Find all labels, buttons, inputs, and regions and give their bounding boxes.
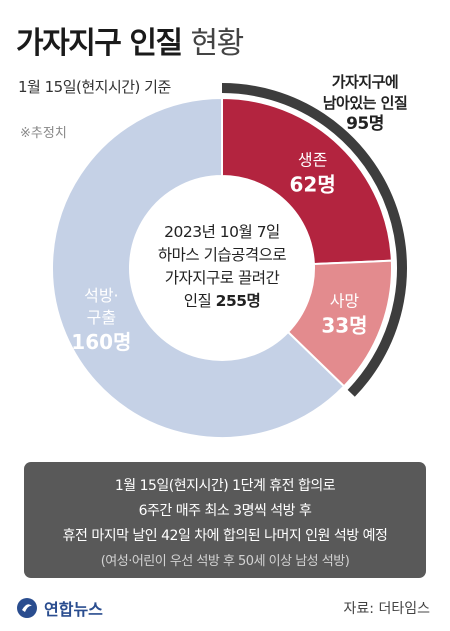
estimate-note: ※추정치 <box>20 126 67 141</box>
info-line4: (여성·어린이 우선 석방 후 50세 이상 남성 석방) <box>100 554 350 569</box>
info-box: 1월 15일(현지시간) 1단계 휴전 합의로 6주간 매주 최소 3명씩 석방… <box>24 462 426 578</box>
slice-label: 구출 <box>87 308 116 327</box>
info-line3: 휴전 마지막 날인 42일 차에 합의된 나머지 인원 석방 예정 <box>62 528 388 544</box>
slice-value-label: 62명 <box>289 172 335 196</box>
center-line1: 2023년 10월 7일 <box>164 223 280 241</box>
logo-text: 연합뉴스 <box>44 600 103 619</box>
page-title: 가자지구 인질 현황 <box>16 18 245 62</box>
slice-value-label: 33명 <box>321 314 367 338</box>
center-line3: 가자지구로 끌려간 <box>165 269 280 287</box>
yonhap-logo: 연합뉴스 <box>16 596 103 620</box>
title-light: 현황 <box>190 26 245 61</box>
slice-label: 생존 <box>298 150 327 169</box>
slice-survived <box>221 96 393 266</box>
callout-value: 95명 <box>346 114 384 134</box>
info-line2: 6주간 매주 최소 3명씩 석방 후 <box>138 503 312 519</box>
remaining-arc <box>221 83 407 397</box>
info-line1: 1월 15일(현지시간) 1단계 휴전 합의로 <box>114 478 336 494</box>
source-credit: 자료: 더타임스 <box>343 601 430 617</box>
center-line2: 하마스 기습공격으로 <box>158 246 287 264</box>
title-bold: 가자지구 인질 <box>16 26 183 61</box>
slice-released <box>51 96 346 439</box>
remaining-callout: 가자지구에 남아있는 인질 95명 <box>300 72 430 135</box>
svg-text:인질 255명: 인질 255명 <box>184 292 261 310</box>
callout-line1: 가자지구에 <box>331 73 399 91</box>
slice-value-label: 160명 <box>71 330 131 354</box>
center-line4-prefix: 인질 <box>184 292 212 310</box>
slice-label: 석방· <box>84 286 119 305</box>
callout-line2: 남아있는 인질 <box>322 94 408 112</box>
slice-label: 사망 <box>330 292 360 311</box>
center-total: 255명 <box>216 292 261 310</box>
subtitle: 1월 15일(현지시간) 기준 <box>18 78 171 96</box>
yonhap-logo-icon <box>17 598 37 618</box>
